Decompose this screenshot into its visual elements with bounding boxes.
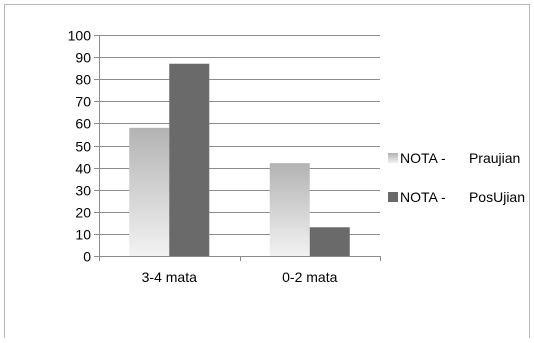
x-category-labels: 3-4 mata 0-2 mata (142, 269, 338, 285)
legend-label-2: NOTA - PosUjian (400, 189, 525, 205)
x-category-label-2: 0-2 mata (282, 269, 337, 285)
axes (94, 35, 381, 261)
bar-3-4 mata-series-1 (129, 127, 170, 256)
y-tick-label-50: 50 (75, 139, 91, 155)
y-tick-label-20: 20 (75, 205, 91, 221)
y-tick-label-80: 80 (75, 72, 91, 88)
y-tick-label-10: 10 (75, 227, 91, 243)
y-tick-label-40: 40 (75, 161, 91, 177)
bar-0-2 mata-series-1 (269, 163, 310, 256)
legend-swatch-2 (388, 192, 398, 202)
chart-frame (4, 4, 530, 338)
bar-0-2 mata-series-2 (309, 227, 350, 256)
bars (129, 63, 350, 257)
y-tick-label-90: 90 (75, 50, 91, 66)
y-tick-label-30: 30 (75, 183, 91, 199)
y-tick-label-70: 70 (75, 94, 91, 110)
y-tick-label-60: 60 (75, 116, 91, 132)
y-tick-label-0: 0 (83, 249, 91, 265)
legend: NOTA - Praujian NOTA - PosUjian (388, 150, 525, 205)
legend-swatch-1 (388, 153, 398, 163)
y-tick-label-100: 100 (68, 28, 92, 44)
y-tick-labels: 0 10 20 30 40 50 60 70 80 90 100 (68, 28, 92, 265)
x-category-label-1: 3-4 mata (142, 269, 197, 285)
legend-label-1: NOTA - Praujian (400, 150, 520, 166)
bar-3-4 mata-series-2 (169, 63, 210, 257)
